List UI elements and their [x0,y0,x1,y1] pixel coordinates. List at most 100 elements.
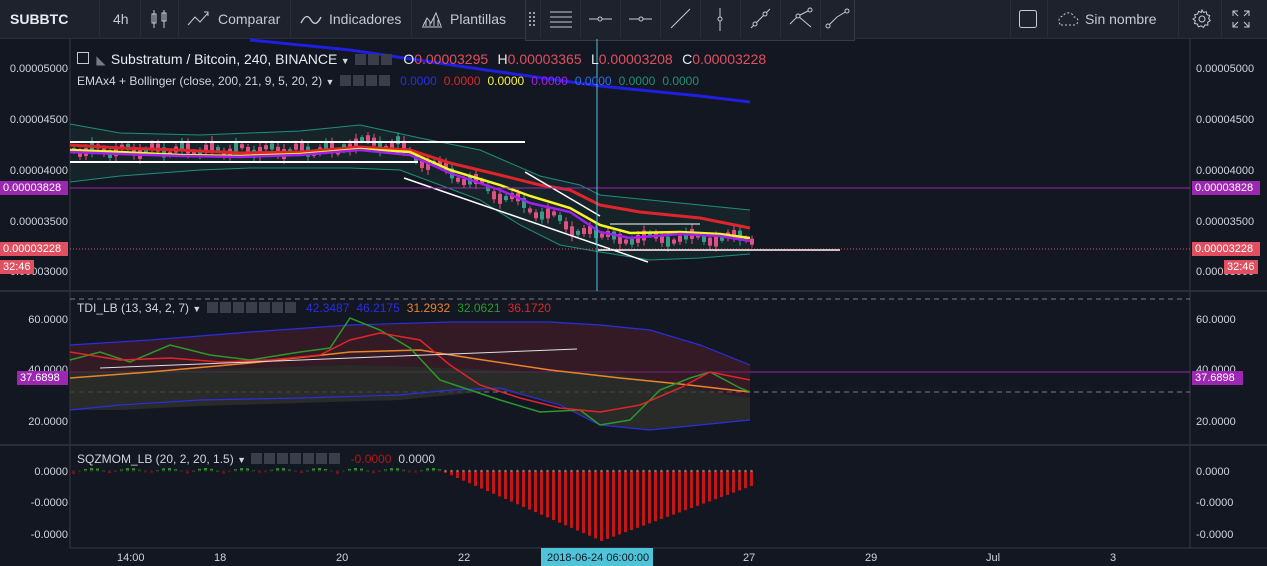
up-icon[interactable] [303,453,315,464]
sqz-dot [258,469,261,473]
symbol-title[interactable]: Substratum / Bitcoin, 240, BINANCE [110,51,338,67]
move-icon[interactable] [277,453,289,464]
candle-body [456,177,460,182]
collapse-icon[interactable] [77,52,89,64]
indicator-title[interactable]: EMAx4 + Bollinger (close, 200, 21, 9, 5,… [77,74,323,88]
sqz-dot [276,469,279,473]
tdi-lower-band [69,387,751,431]
layout-name-button[interactable]: Sin nombre [1055,0,1157,37]
eye-icon[interactable] [339,75,351,86]
candle-body [708,237,712,246]
sqz-dot [450,469,453,473]
bollinger-upper-line [69,123,751,211]
sqz-bar [576,471,579,531]
sqz-dot [666,469,669,473]
candle-body [444,162,448,171]
ray-tool-button[interactable] [740,0,780,38]
sqz-title[interactable]: SQZMOM_LB (20, 2, 20, 1.5) [77,452,234,466]
sqz-dot [306,469,309,473]
sqz-dot [264,469,267,473]
sqz-dot [516,469,519,473]
eye-icon[interactable] [354,54,366,65]
fib-tool-button[interactable] [540,0,580,38]
close-icon[interactable] [329,453,341,464]
drawing-toolbar [525,0,855,41]
sqz-dot [576,469,579,473]
templates-button[interactable]: Plantillas [421,0,506,37]
path-tool-button[interactable] [780,0,820,38]
expand-button[interactable] [1231,0,1251,37]
settings-icon[interactable] [219,302,231,313]
horizontal-ray-icon [629,16,652,22]
tdi-upper-band [69,321,751,366]
settings-button[interactable] [1192,0,1212,37]
compare-button[interactable]: Comparar [186,0,280,37]
chart-style-button[interactable] [150,0,168,37]
sqz-dot [510,469,513,473]
chevron-down-icon[interactable]: ▼ [237,455,246,465]
close-icon[interactable] [284,302,296,313]
down-icon[interactable] [316,453,328,464]
horizontal-line-tool-button[interactable] [580,0,620,38]
down-icon[interactable] [271,302,283,313]
sqz-bar [570,471,573,528]
sqz-dot [474,469,477,473]
sqz-bar [186,471,189,474]
candle-body [180,142,184,151]
delete-icon[interactable] [290,453,302,464]
sqz-bar [690,471,693,508]
close-icon[interactable] [378,75,390,86]
sqz-bar [336,471,339,474]
drag-handle[interactable] [526,0,538,38]
sqz-bar [462,471,465,481]
sqz-dot [726,469,729,473]
symbol-search[interactable]: SUBBTC [10,10,69,27]
sqz-bar [666,471,669,517]
vertical-line-tool-button[interactable] [700,0,740,38]
sqz-bar [642,471,645,526]
sqz-dot [582,469,585,473]
eye-icon[interactable] [251,453,263,464]
fullscreen-toggle-button[interactable] [1018,0,1038,37]
sqz-dot [372,469,375,473]
sqz-bar [714,471,717,500]
settings-icon[interactable] [264,453,276,464]
delete-icon[interactable] [245,302,257,313]
indicators-button[interactable]: Indicadores [300,0,401,37]
sqz-dot [318,469,321,473]
sqz-dot [612,469,615,473]
chevron-down-icon[interactable]: ▼ [192,304,202,314]
polyline-tool-button[interactable] [820,0,860,38]
candle-body [270,143,274,150]
add-icon[interactable] [365,75,377,86]
up-icon[interactable] [258,302,270,313]
eye-icon[interactable] [206,302,218,313]
more-icon[interactable] [380,54,392,65]
sqz-bar [522,471,525,507]
trend-line-tool-button[interactable] [660,0,700,38]
indicator-value: 0.0000 [618,74,656,88]
cloud-icon [1058,11,1079,25]
sqz-dot [210,469,213,473]
chevron-down-icon[interactable]: ▼ [325,77,335,87]
chevron-down-icon[interactable]: ▼ [340,56,350,66]
tdi-value: 46.2175 [356,301,400,315]
interval-button[interactable]: 4h [113,10,129,27]
tdi-drawn-line[interactable] [99,348,578,369]
sqz-bar [240,468,243,471]
sqz-dot [174,469,177,473]
horizontal-ray-tool-button[interactable] [620,0,660,38]
settings-icon[interactable] [352,75,364,86]
tdi-title[interactable]: TDI_LB (13, 34, 2, 7) [77,301,190,315]
trend-drawn-line[interactable] [524,171,601,217]
crosshair-time-box [541,548,653,566]
trend-drawn-line[interactable] [403,177,649,263]
sqz-dot [102,469,105,473]
candle-body [498,193,502,204]
candle-body [660,234,664,243]
move-icon[interactable] [232,302,244,313]
sqz-bar [492,471,495,494]
settings-icon[interactable] [367,54,379,65]
sqz-tick-left: -0.0000 [30,497,68,509]
